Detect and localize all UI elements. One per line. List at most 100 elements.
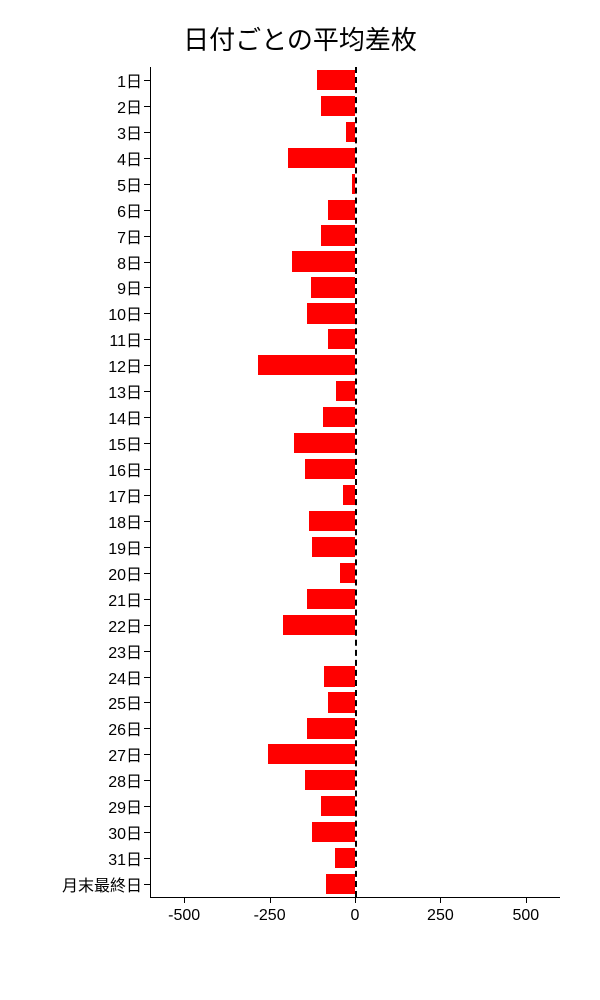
- bar: [321, 796, 355, 816]
- y-tick: [144, 625, 150, 626]
- bar: [307, 303, 355, 323]
- bar: [305, 459, 355, 479]
- y-tick: [144, 339, 150, 340]
- x-tick-label: 500: [512, 907, 539, 925]
- chart-title: 日付ごとの平均差枚: [0, 0, 600, 67]
- bar: [346, 122, 355, 142]
- y-tick: [144, 365, 150, 366]
- y-tick: [144, 184, 150, 185]
- x-tick: [355, 897, 356, 903]
- y-tick: [144, 391, 150, 392]
- y-tick: [144, 806, 150, 807]
- y-tick: [144, 287, 150, 288]
- y-tick: [144, 443, 150, 444]
- y-tick: [144, 728, 150, 729]
- x-tick: [270, 897, 271, 903]
- bar-label: 2日: [2, 94, 150, 118]
- bar: [326, 874, 355, 894]
- bar: [321, 225, 355, 245]
- x-tick: [526, 897, 527, 903]
- bar: [283, 615, 355, 635]
- bar: [305, 770, 355, 790]
- bar: [309, 511, 355, 531]
- bar-label: 8日: [2, 250, 150, 274]
- bar-label: 18日: [2, 509, 150, 533]
- y-tick: [144, 651, 150, 652]
- y-tick: [144, 106, 150, 107]
- bar-label: 29日: [2, 794, 150, 818]
- bar-label: 10日: [2, 301, 150, 325]
- bar-label: 9日: [2, 275, 150, 299]
- bar-label: 20日: [2, 561, 150, 585]
- y-tick: [144, 469, 150, 470]
- bar: [317, 70, 355, 90]
- bar-label: 1日: [2, 68, 150, 92]
- y-tick: [144, 158, 150, 159]
- bar-label: 7日: [2, 224, 150, 248]
- y-tick: [144, 702, 150, 703]
- y-tick: [144, 236, 150, 237]
- x-tick-label: -250: [254, 907, 286, 925]
- bar-label: 19日: [2, 535, 150, 559]
- bar-label: 3日: [2, 120, 150, 144]
- plot-area: 1日2日3日4日5日6日7日8日9日10日11日12日13日14日15日16日1…: [150, 67, 560, 937]
- x-axis: -500-2500250500: [150, 897, 560, 937]
- y-tick: [144, 884, 150, 885]
- x-tick: [184, 897, 185, 903]
- bar-label: 27日: [2, 742, 150, 766]
- bar-label: 22日: [2, 613, 150, 637]
- zero-line: [355, 67, 359, 897]
- y-tick: [144, 521, 150, 522]
- bar: [258, 355, 355, 375]
- x-tick-label: 250: [427, 907, 454, 925]
- bar-label: 30日: [2, 820, 150, 844]
- bar: [324, 666, 355, 686]
- bar-label: 13日: [2, 379, 150, 403]
- y-tick: [144, 677, 150, 678]
- bar-label: 4日: [2, 146, 150, 170]
- x-tick: [440, 897, 441, 903]
- bar-label: 月末最終日: [2, 872, 150, 896]
- bar-label: 26日: [2, 716, 150, 740]
- bar: [335, 848, 356, 868]
- y-tick: [144, 780, 150, 781]
- y-tick: [144, 599, 150, 600]
- bar-label: 21日: [2, 587, 150, 611]
- bar-label: 23日: [2, 639, 150, 663]
- bar-label: 5日: [2, 172, 150, 196]
- bar: [336, 381, 355, 401]
- bar: [312, 822, 355, 842]
- bar: [328, 692, 355, 712]
- bar-label: 25日: [2, 690, 150, 714]
- chart-container: 日付ごとの平均差枚 1日2日3日4日5日6日7日8日9日10日11日12日13日…: [0, 0, 600, 1000]
- y-tick: [144, 417, 150, 418]
- bar-label: 12日: [2, 353, 150, 377]
- bar-label: 14日: [2, 405, 150, 429]
- bar: [328, 200, 355, 220]
- y-tick: [144, 547, 150, 548]
- bar-label: 16日: [2, 457, 150, 481]
- y-tick: [144, 858, 150, 859]
- bar-label: 6日: [2, 198, 150, 222]
- bar: [323, 407, 355, 427]
- bar: [307, 589, 355, 609]
- bar: [328, 329, 355, 349]
- y-tick: [144, 210, 150, 211]
- bar: [343, 485, 355, 505]
- y-tick: [144, 573, 150, 574]
- y-tick: [144, 262, 150, 263]
- y-tick: [144, 313, 150, 314]
- y-tick: [144, 832, 150, 833]
- bar: [321, 96, 355, 116]
- x-tick-label: 0: [351, 907, 360, 925]
- bar: [307, 718, 355, 738]
- bar-label: 11日: [2, 327, 150, 351]
- bar: [288, 148, 355, 168]
- y-tick: [144, 132, 150, 133]
- bar-label: 31日: [2, 846, 150, 870]
- y-tick: [144, 495, 150, 496]
- bar-label: 24日: [2, 665, 150, 689]
- bar: [312, 537, 355, 557]
- y-tick: [144, 754, 150, 755]
- bar: [294, 433, 356, 453]
